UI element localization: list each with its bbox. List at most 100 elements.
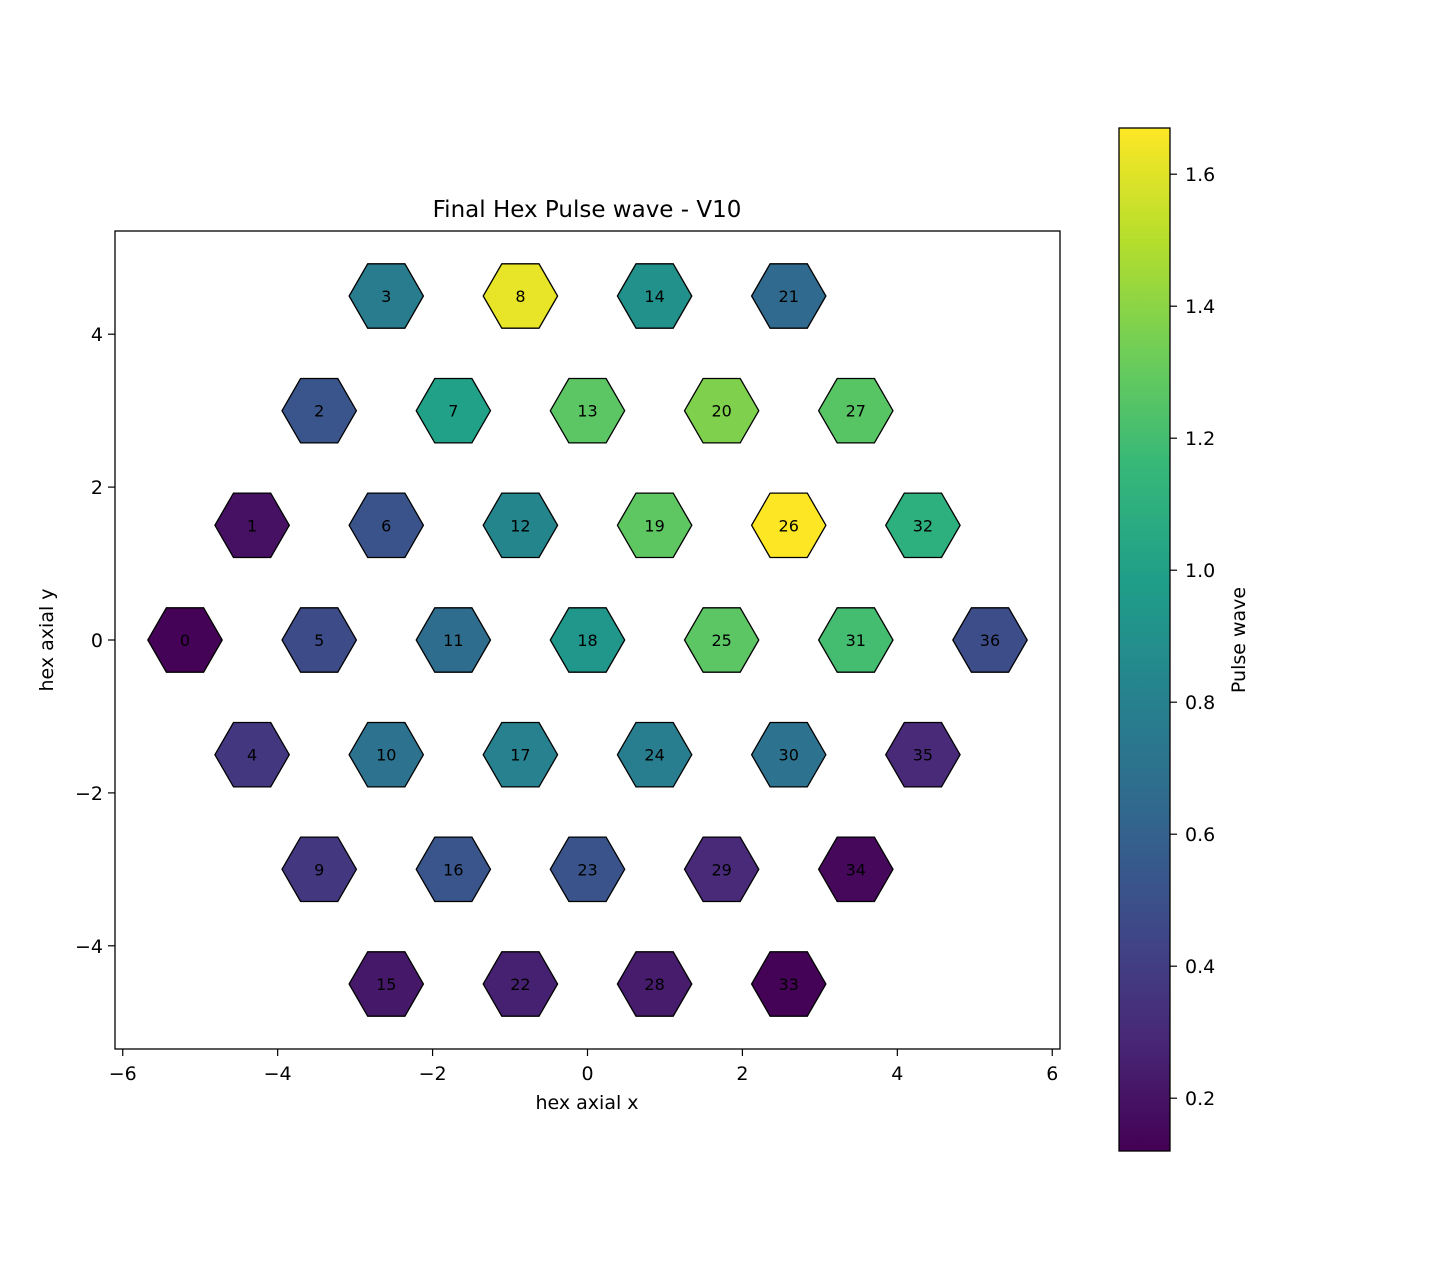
colorbar-ticks: 0.2 0.4 0.6 0.8 1.0 1.2 1.4 1.6 [1170, 164, 1215, 1110]
y-tick-label: 0 [91, 630, 103, 652]
hex-cell-label-10: 10 [376, 746, 396, 765]
hex-cell-label-27: 27 [846, 402, 866, 421]
colorbar-tick-label: 0.4 [1185, 956, 1215, 978]
hex-cell-16 [415, 836, 492, 903]
hex-cell-label-13: 13 [577, 402, 597, 421]
hex-cell-label-32: 32 [913, 516, 933, 535]
hex-cell-label-20: 20 [711, 402, 731, 421]
hex-cell-0 [147, 607, 223, 673]
colorbar-label: Pulse wave [1228, 587, 1250, 693]
colorbar-tick-label: 1.0 [1185, 560, 1215, 582]
colorbar-tick-label: 0.6 [1185, 824, 1215, 846]
hex-cell-18 [549, 607, 626, 673]
hex-cell-27 [817, 377, 894, 444]
hex-cell-20 [683, 377, 760, 444]
x-tick-label: −6 [109, 1063, 137, 1085]
hex-cell-label-17: 17 [510, 746, 530, 765]
x-axis-ticks: −6 −4 −2 0 2 4 6 [109, 1049, 1058, 1085]
hex-cell-25 [683, 607, 760, 673]
hex-cell-13 [549, 377, 626, 444]
colorbar-tick-label: 0.2 [1185, 1088, 1215, 1110]
hex-cell-label-16: 16 [443, 860, 463, 879]
hex-cell-label-30: 30 [779, 746, 799, 765]
hex-cell-label-29: 29 [711, 860, 731, 879]
x-tick-label: 4 [891, 1063, 903, 1085]
hex-cell-label-26: 26 [779, 516, 799, 535]
hex-cell-label-5: 5 [314, 631, 324, 650]
colorbar-tick-label: 0.8 [1185, 692, 1215, 714]
hex-cell-6 [348, 492, 425, 559]
hex-cell-4 [214, 721, 291, 788]
hex-cell-label-34: 34 [846, 860, 866, 879]
hex-cell-17 [482, 721, 559, 788]
x-axis-label: hex axial x [535, 1092, 638, 1114]
hex-cell-22 [482, 951, 559, 1017]
x-tick-label: 6 [1046, 1063, 1058, 1085]
y-tick-label: 4 [91, 324, 103, 346]
hex-cell-26 [750, 492, 827, 559]
hex-cell-label-8: 8 [515, 287, 525, 306]
hex-cell-label-11: 11 [443, 631, 463, 650]
hex-cell-label-2: 2 [314, 402, 324, 421]
hex-cell-15 [348, 951, 425, 1017]
hex-cell-label-9: 9 [314, 860, 324, 879]
hex-cell-32 [884, 492, 961, 559]
hex-cell-label-19: 19 [644, 516, 664, 535]
hex-cell-10 [348, 721, 425, 788]
hex-cell-28 [616, 951, 693, 1017]
hex-cell-12 [482, 492, 559, 559]
x-tick-label: −2 [419, 1063, 447, 1085]
colorbar-tick-label: 1.4 [1185, 296, 1215, 318]
hex-cell-label-7: 7 [448, 402, 458, 421]
chart-title: Final Hex Pulse wave - V10 [433, 197, 742, 223]
hex-cell-34 [817, 836, 894, 903]
colorbar-tick-label: 1.2 [1185, 428, 1215, 450]
y-axis-ticks: −4 −2 0 2 4 [75, 324, 115, 958]
hex-cell-label-6: 6 [381, 516, 391, 535]
hex-cell-29 [683, 836, 760, 903]
hex-cell-24 [616, 721, 693, 788]
hex-cell-19 [616, 492, 693, 559]
colorbar-tick-label: 1.6 [1185, 164, 1215, 186]
hex-cell-label-23: 23 [577, 860, 597, 879]
y-tick-label: −4 [75, 936, 103, 958]
hex-cell-label-25: 25 [711, 631, 731, 650]
hex-cell-33 [750, 951, 827, 1017]
hex-cell-30 [750, 721, 827, 788]
hex-cell-label-15: 15 [376, 975, 396, 994]
hex-cell-label-18: 18 [577, 631, 597, 650]
hex-cell-label-31: 31 [846, 631, 866, 650]
hex-cell-14 [616, 263, 693, 329]
hex-cell-label-28: 28 [644, 975, 664, 994]
hex-cell-3 [348, 263, 425, 329]
hex-cell-label-1: 1 [247, 516, 257, 535]
hex-cell-label-3: 3 [381, 287, 391, 306]
hex-cell-2 [281, 377, 358, 444]
hex-cell-label-35: 35 [913, 746, 933, 765]
hex-cell-label-21: 21 [779, 287, 799, 306]
hex-cell-7 [415, 377, 492, 444]
hex-cell-1 [214, 492, 291, 559]
hex-cell-label-36: 36 [980, 631, 1000, 650]
hex-cell-label-33: 33 [779, 975, 799, 994]
colorbar-frame [1118, 127, 1171, 1152]
hex-cell-label-22: 22 [510, 975, 530, 994]
x-tick-label: 2 [736, 1063, 748, 1085]
hex-cell-31 [817, 607, 894, 673]
hex-cell-label-12: 12 [510, 516, 530, 535]
hex-cell-35 [884, 721, 961, 788]
hex-cell-21 [750, 263, 827, 329]
hex-cell-label-14: 14 [644, 287, 664, 306]
y-tick-label: 2 [91, 477, 103, 499]
colorbar-gradient [1119, 128, 1170, 1151]
hex-cell-9 [281, 836, 358, 903]
hex-cell-label-4: 4 [247, 746, 257, 765]
y-tick-label: −2 [75, 783, 103, 805]
hex-cell-23 [549, 836, 626, 903]
x-tick-label: 0 [581, 1063, 593, 1085]
y-axis-label: hex axial y [36, 588, 58, 691]
hex-cell-label-0: 0 [180, 631, 190, 650]
hex-cell-5 [281, 607, 358, 673]
